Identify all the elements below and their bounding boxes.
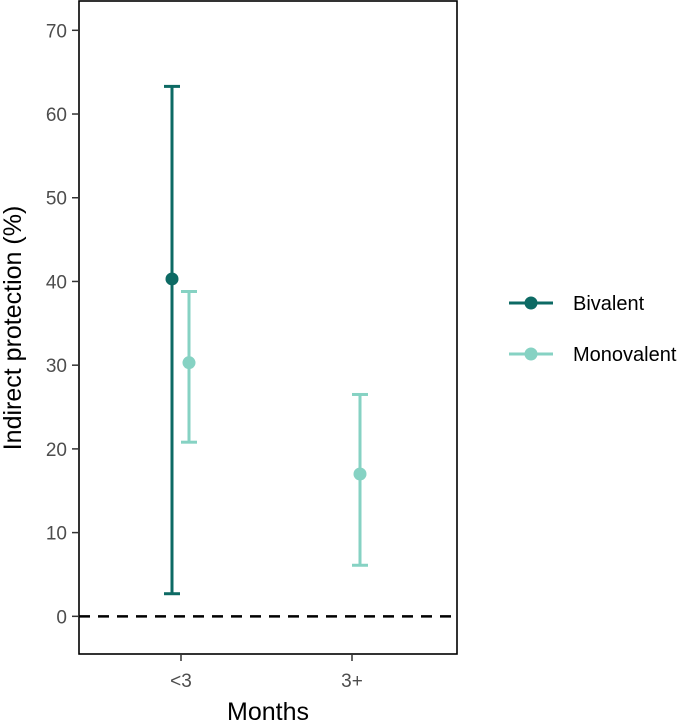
x-axis-title: Months [227, 698, 309, 724]
y-tick-label: 20 [46, 440, 67, 461]
y-tick-label: 70 [46, 21, 67, 42]
data-point [353, 467, 367, 481]
x-axis: <3 3+ [170, 654, 363, 692]
legend-item-bivalent: Bivalent [509, 293, 645, 315]
y-axis: 0 10 20 30 40 50 60 70 [46, 21, 79, 628]
series-monovalent [181, 290, 368, 567]
series-bivalent [164, 84, 180, 596]
legend-key-point [524, 296, 538, 310]
y-axis-title: Indirect protection (%) [0, 206, 27, 451]
plot-panel [78, 0, 458, 655]
y-tick-label: 0 [56, 607, 67, 628]
legend: Bivalent Monovalent [509, 293, 677, 366]
legend-label: Monovalent [573, 344, 677, 366]
data-marks [164, 84, 368, 596]
y-tick-label: 30 [46, 356, 67, 377]
legend-item-monovalent: Monovalent [509, 344, 677, 366]
y-tick-label: 50 [46, 189, 67, 210]
legend-label: Bivalent [573, 293, 645, 315]
data-point [182, 356, 196, 370]
legend-key-point [524, 347, 538, 361]
y-tick-label: 10 [46, 524, 67, 545]
y-tick-label: 40 [46, 272, 67, 293]
y-tick-label: 60 [46, 105, 67, 126]
data-point [165, 272, 179, 286]
x-tick-label: <3 [170, 671, 192, 692]
x-tick-label: 3+ [341, 671, 363, 692]
